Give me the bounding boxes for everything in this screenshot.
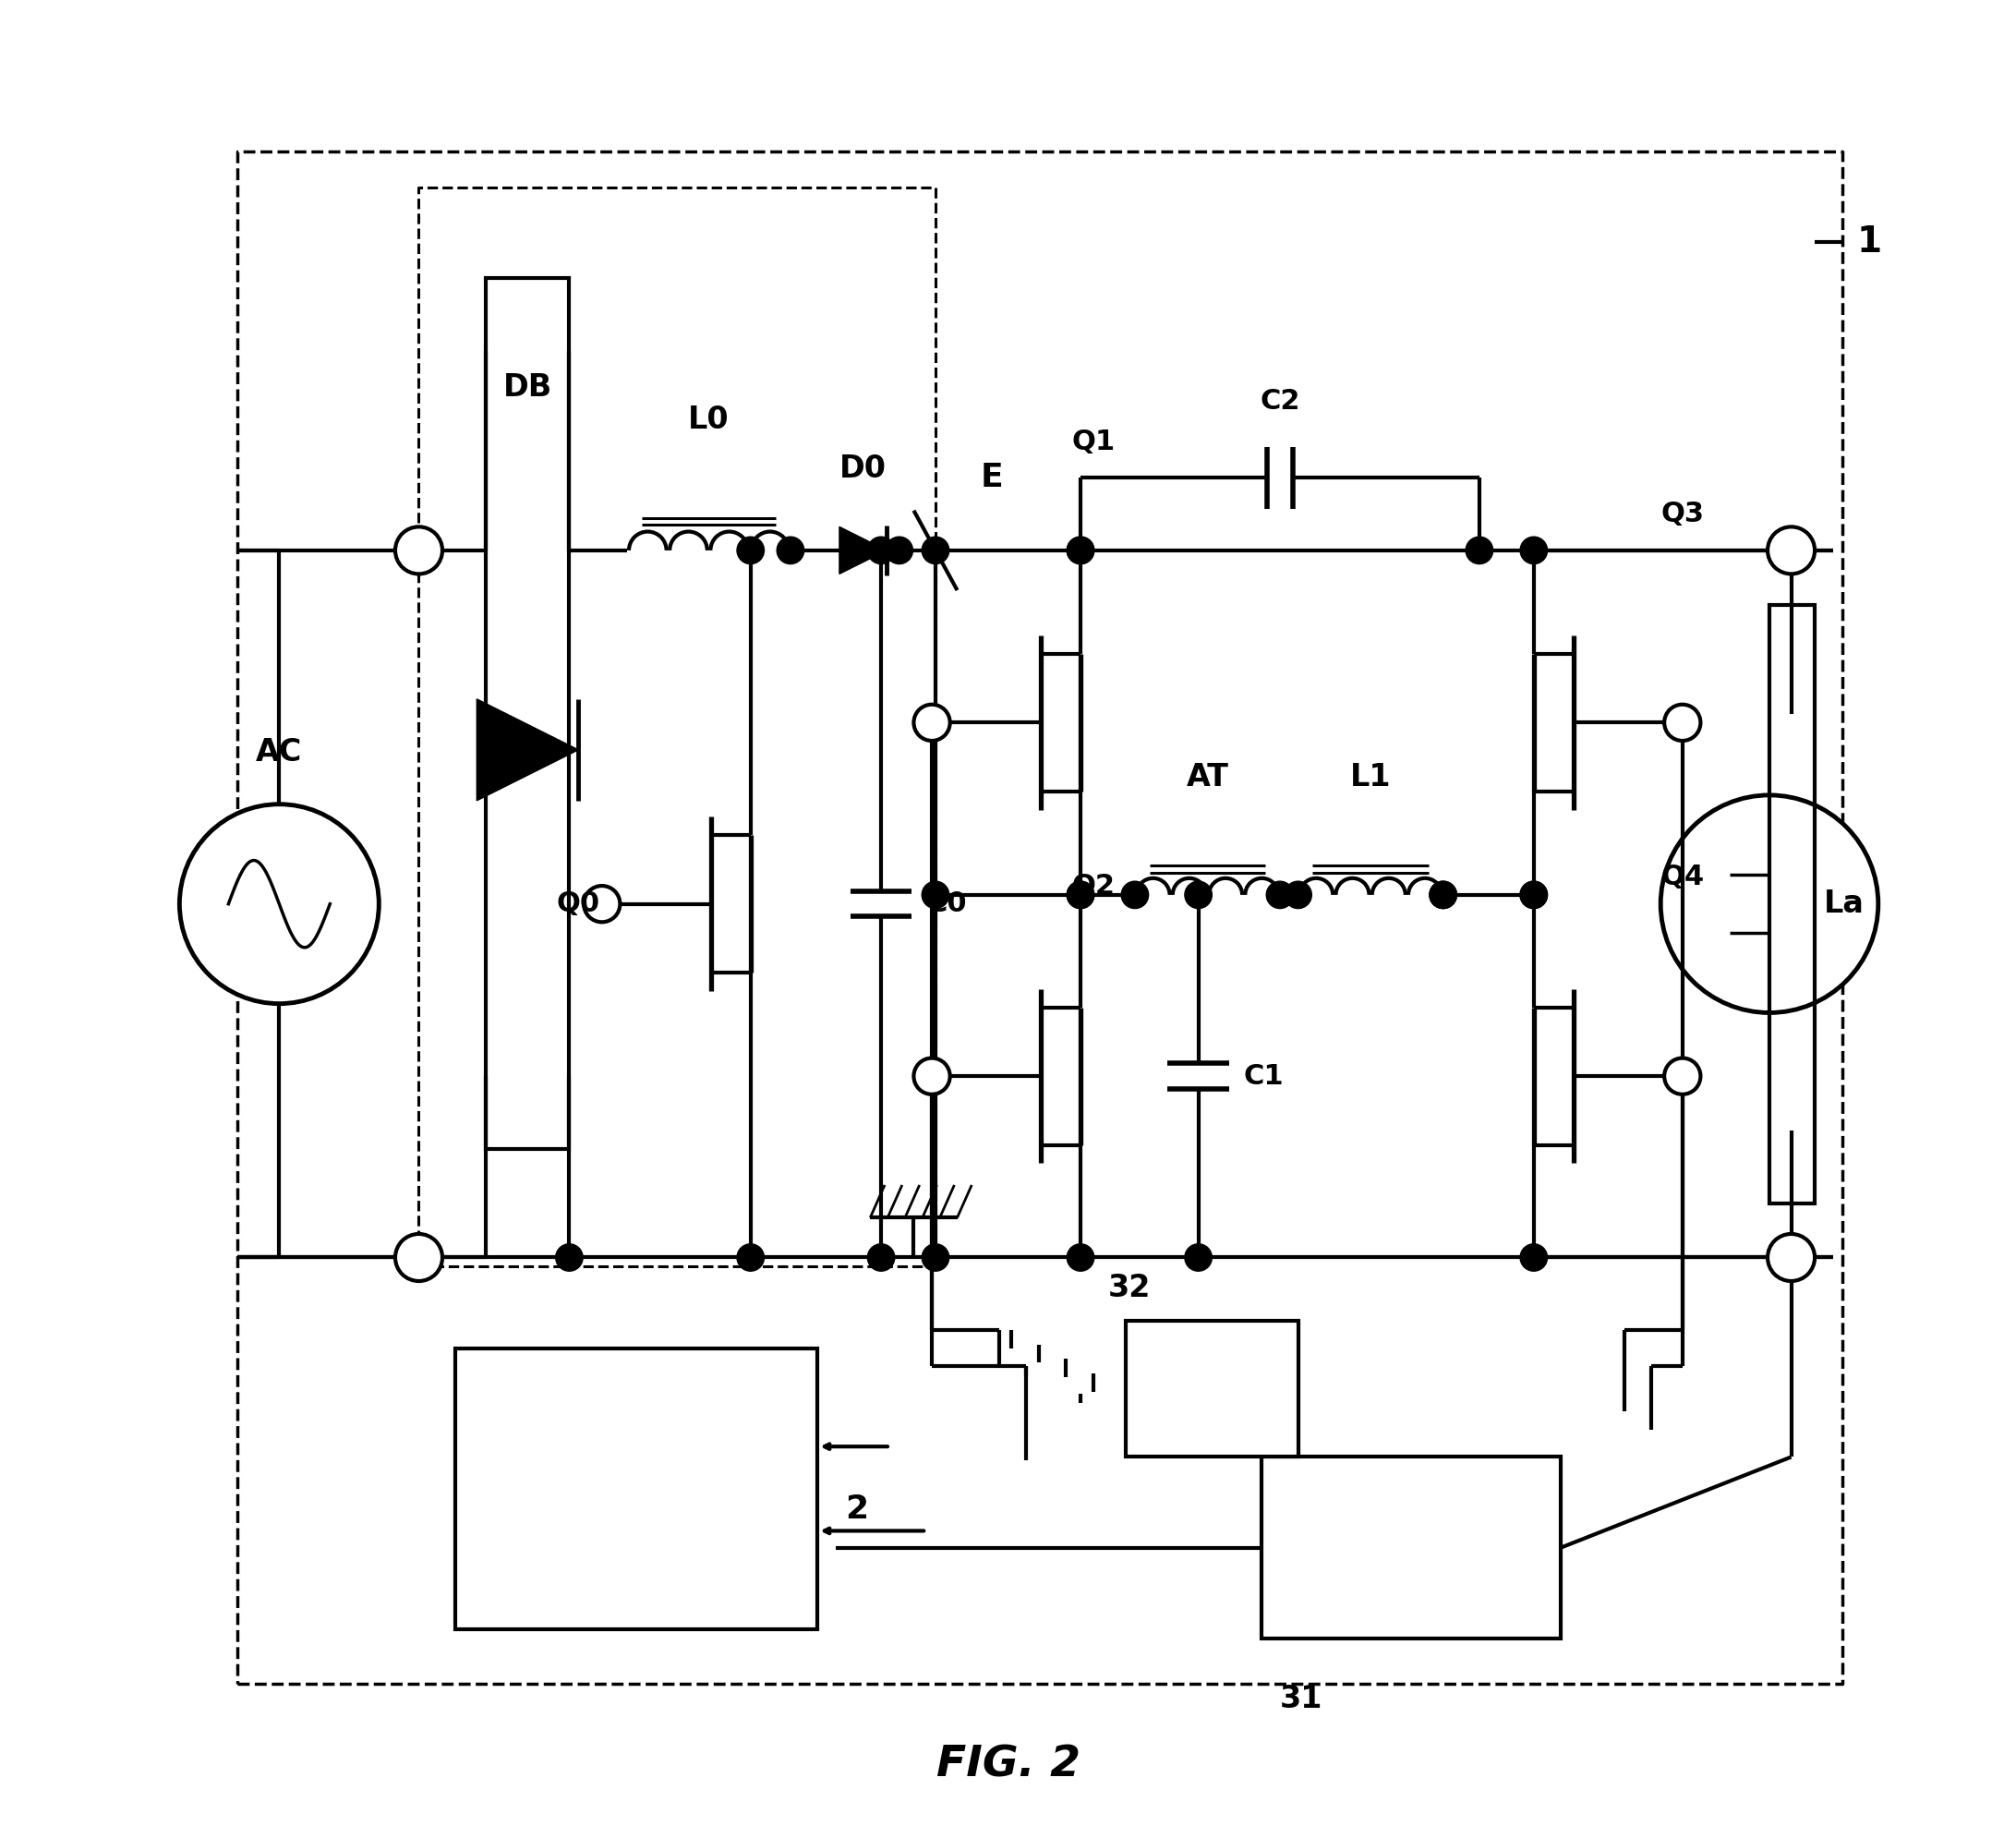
Polygon shape xyxy=(478,699,579,800)
Circle shape xyxy=(1066,882,1095,909)
Circle shape xyxy=(921,882,950,909)
Circle shape xyxy=(1121,882,1149,909)
Circle shape xyxy=(867,1244,895,1271)
Circle shape xyxy=(913,705,950,741)
Text: AC: AC xyxy=(256,738,302,769)
Circle shape xyxy=(585,886,621,922)
Text: Q4: Q4 xyxy=(1661,864,1704,889)
Circle shape xyxy=(1066,537,1095,564)
Circle shape xyxy=(1661,794,1879,1013)
Circle shape xyxy=(1665,1057,1702,1094)
Circle shape xyxy=(776,537,804,564)
Text: La: La xyxy=(1824,889,1865,918)
Circle shape xyxy=(1520,882,1548,909)
Text: 1: 1 xyxy=(1857,225,1881,259)
Circle shape xyxy=(1066,537,1095,564)
Circle shape xyxy=(556,1244,583,1271)
Circle shape xyxy=(867,537,895,564)
Bar xyxy=(456,1348,818,1629)
Circle shape xyxy=(738,1244,764,1271)
Circle shape xyxy=(1520,882,1548,909)
Circle shape xyxy=(1768,526,1814,573)
Circle shape xyxy=(1466,537,1494,564)
Circle shape xyxy=(395,526,442,573)
Circle shape xyxy=(1520,537,1548,564)
Circle shape xyxy=(1429,882,1458,909)
Circle shape xyxy=(921,537,950,564)
Text: C1: C1 xyxy=(1244,1063,1284,1090)
Circle shape xyxy=(1284,882,1312,909)
Text: L1: L1 xyxy=(1351,761,1391,792)
Text: D0: D0 xyxy=(839,453,887,484)
Text: E: E xyxy=(982,462,1004,493)
Text: 2: 2 xyxy=(845,1494,869,1525)
Circle shape xyxy=(921,1244,950,1271)
Text: L0: L0 xyxy=(687,405,730,435)
Text: DB: DB xyxy=(502,373,552,402)
Bar xyxy=(1770,604,1814,1203)
Text: Q0: Q0 xyxy=(556,891,601,917)
Circle shape xyxy=(1429,882,1458,909)
Text: C2: C2 xyxy=(1260,389,1300,415)
Text: Q3: Q3 xyxy=(1661,500,1704,528)
Circle shape xyxy=(1066,882,1095,909)
Circle shape xyxy=(885,537,913,564)
Text: Q1: Q1 xyxy=(1070,427,1115,455)
Circle shape xyxy=(738,537,764,564)
Bar xyxy=(486,278,569,1149)
Circle shape xyxy=(1266,882,1294,909)
Text: 31: 31 xyxy=(1280,1684,1322,1715)
Bar xyxy=(1262,1457,1560,1638)
Circle shape xyxy=(913,1057,950,1094)
Circle shape xyxy=(1185,1244,1212,1271)
Circle shape xyxy=(1768,1234,1814,1282)
Text: FIG. 2: FIG. 2 xyxy=(935,1744,1081,1786)
Circle shape xyxy=(1066,1244,1095,1271)
Circle shape xyxy=(1185,882,1212,909)
Polygon shape xyxy=(839,526,887,573)
Circle shape xyxy=(1665,705,1702,741)
Circle shape xyxy=(395,1234,442,1282)
Text: AT: AT xyxy=(1185,761,1228,792)
Text: Q2: Q2 xyxy=(1070,873,1115,898)
Circle shape xyxy=(1520,1244,1548,1271)
Text: C0: C0 xyxy=(927,891,968,917)
Bar xyxy=(1125,1320,1298,1457)
Text: 32: 32 xyxy=(1107,1273,1151,1302)
Circle shape xyxy=(179,803,379,1004)
